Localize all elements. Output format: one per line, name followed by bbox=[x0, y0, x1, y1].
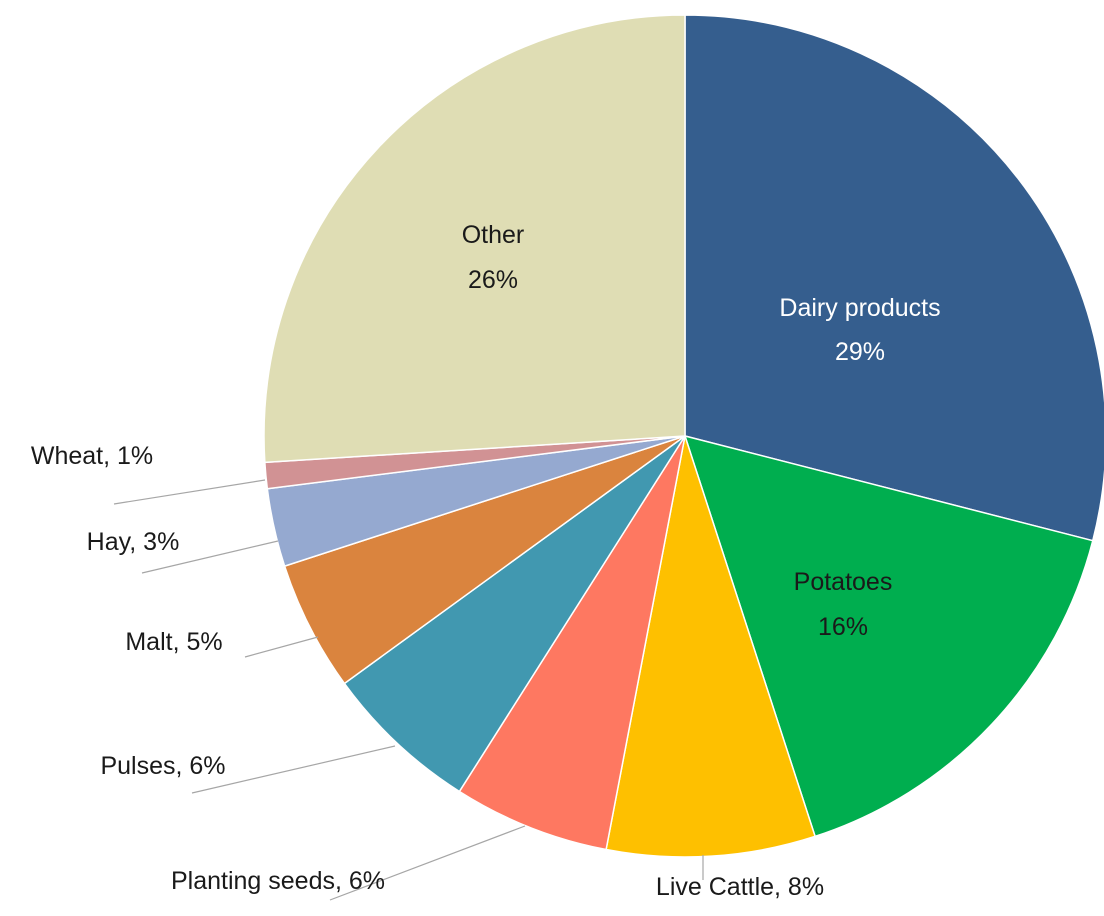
leader-line-malt bbox=[244, 636, 319, 658]
leader-line-hay bbox=[141, 540, 279, 574]
slice-value-other: 26% bbox=[468, 266, 518, 294]
pie-slice-potatoes bbox=[684, 435, 1094, 838]
leader-line-planting-seeds bbox=[329, 825, 526, 901]
slice-value-dairy-products: 29% bbox=[835, 338, 885, 366]
leader-line-wheat bbox=[113, 479, 266, 505]
slice-label-pulses: Pulses, 6% bbox=[100, 752, 225, 780]
slice-label-potatoes: Potatoes bbox=[794, 568, 893, 596]
slice-label-other: Other bbox=[462, 221, 525, 249]
slice-label-malt: Malt, 5% bbox=[125, 628, 222, 656]
slice-label-live-cattle: Live Cattle, 8% bbox=[656, 873, 824, 901]
slice-label-hay: Hay, 3% bbox=[87, 528, 180, 556]
data-labels: Dairy products 29% Potatoes 16% Live Cattle,… bbox=[31, 221, 941, 901]
slice-label-dairy-products: Dairy products bbox=[779, 294, 940, 322]
pie-slice-other bbox=[263, 14, 686, 464]
pie-slice-planting-seeds bbox=[458, 435, 686, 851]
leader-lines bbox=[113, 479, 704, 901]
slice-label-planting-seeds: Planting seeds, 6% bbox=[171, 867, 385, 895]
slice-value-potatoes: 16% bbox=[818, 613, 868, 641]
pie-slices bbox=[263, 14, 1104, 858]
leader-line-pulses bbox=[191, 745, 396, 794]
pie-slice-live-cattle bbox=[605, 435, 816, 858]
pie-slice-pulses bbox=[343, 435, 686, 793]
slice-label-wheat: Wheat, 1% bbox=[31, 442, 153, 470]
pie-slice-dairy-products bbox=[684, 14, 1104, 542]
